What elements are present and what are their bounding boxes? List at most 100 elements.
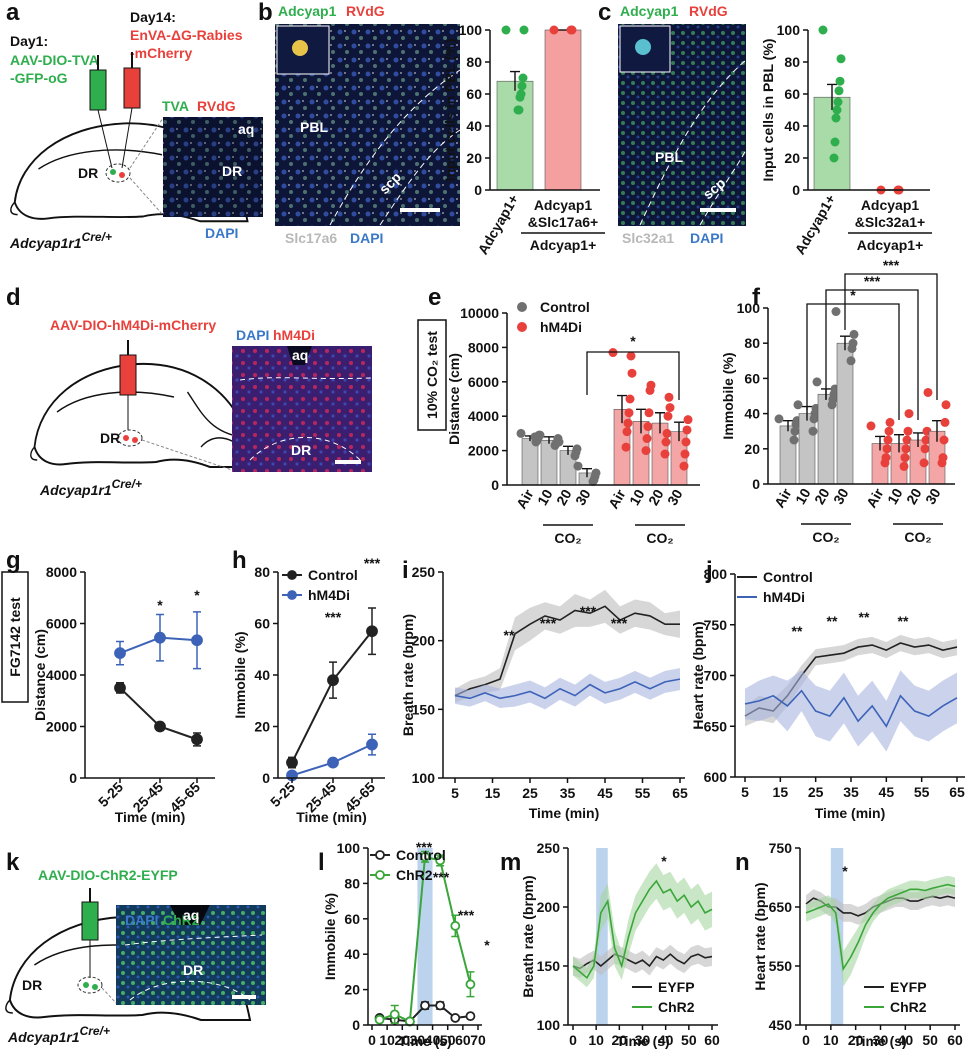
- data-point: [884, 426, 894, 436]
- label: AAV-DIO-hM4Di-mCherry: [50, 317, 216, 333]
- label: DAPI: [205, 225, 238, 241]
- y-tick-label: 100: [412, 770, 436, 786]
- data-point: [660, 449, 670, 459]
- y-tick-label: 100: [459, 22, 483, 38]
- label: Adcyap1r1: [7, 1029, 80, 1045]
- annotation: ***: [325, 609, 342, 625]
- data-point: [809, 414, 819, 424]
- y-tick-label: 100: [337, 840, 361, 856]
- cell: [83, 982, 89, 988]
- x-tick-label: 20: [612, 1032, 628, 1048]
- label: EnVA-ΔG-Rabies: [130, 27, 243, 43]
- legend-label: hM4Di: [308, 587, 350, 603]
- data-point: [435, 1000, 446, 1011]
- panel-letter: j: [705, 557, 713, 584]
- x-tick-label: 30: [922, 485, 944, 507]
- panel-letter: e: [428, 284, 441, 311]
- group-label: CO₂: [904, 529, 931, 545]
- y-tick-label: 750: [769, 840, 793, 856]
- x-tick-label: 30: [830, 485, 852, 507]
- annotation: *: [157, 597, 163, 613]
- y-tick-label: 20: [744, 441, 760, 457]
- label: Adcyap1r1: [9, 235, 82, 251]
- data-point: [903, 426, 913, 436]
- data-point: [516, 428, 526, 438]
- x-tick-label: Adcyap1: [534, 197, 593, 213]
- x-tick-label: 60: [704, 1032, 720, 1048]
- aqueduct: [170, 905, 210, 925]
- x-tick-label: 20: [645, 486, 667, 508]
- data-point: [570, 451, 580, 461]
- x-tick-label: 5: [741, 784, 749, 800]
- x-tick-label: 10: [823, 1032, 839, 1048]
- y-tick-label: 4000: [46, 667, 77, 683]
- x-tick-label: 20: [394, 1032, 410, 1048]
- data-point: [830, 137, 840, 147]
- data-point: [366, 625, 378, 638]
- line: [454, 605, 680, 697]
- y-tick-label: 40: [784, 118, 800, 134]
- data-point: [627, 368, 637, 378]
- panel-a: a Day1: AAV-DIO-TVA -GFP-oG Day14: EnVA-…: [6, 0, 263, 251]
- x-axis-title: Time (s): [616, 1033, 669, 1049]
- x-tick-label: 20: [903, 485, 925, 507]
- y-tick-label: 200: [537, 899, 561, 915]
- y-axis-title: Breath rate (brpm): [400, 614, 416, 736]
- error-bar: [827, 83, 837, 110]
- data-point: [549, 25, 559, 35]
- annotation: ***: [540, 615, 557, 631]
- x-axis-title: Time (s): [853, 1033, 906, 1049]
- x-axis-title: Time (min): [815, 805, 886, 821]
- y-tick-label: 8000: [468, 339, 499, 355]
- y-axis-title: Distance (cm): [32, 629, 48, 721]
- data-point: [327, 674, 339, 687]
- data-point: [904, 409, 914, 419]
- data-point: [626, 351, 636, 361]
- label: aq: [238, 121, 254, 137]
- error-bar: [840, 335, 850, 351]
- data-point: [623, 418, 633, 428]
- significance-bracket: [806, 303, 900, 420]
- data-point: [682, 425, 692, 435]
- legend-label: hM4Di: [540, 319, 582, 335]
- annotation: *: [484, 937, 490, 953]
- y-tick-label: 750: [704, 617, 728, 633]
- data-point: [519, 25, 529, 35]
- data-point: [450, 920, 461, 931]
- genotype: Adcyap1r1Cre/+: [39, 477, 142, 498]
- data-point: [625, 394, 635, 404]
- significance-bracket: [844, 273, 938, 400]
- scale-bar: [700, 208, 736, 212]
- y-tick-label: 6000: [468, 374, 499, 390]
- side-box: [1, 571, 29, 703]
- label: DR: [100, 430, 120, 446]
- x-tick-label: 10: [792, 485, 814, 507]
- panel-letter: d: [6, 284, 21, 311]
- legend-label: ChR2: [396, 867, 433, 883]
- error-bar: [932, 419, 942, 442]
- y-tick-label: 200: [412, 633, 436, 649]
- label: DR: [222, 163, 242, 179]
- panel-letter: b: [258, 0, 273, 26]
- y-axis-title: Input cells in PBL (%): [760, 39, 776, 182]
- cell: [119, 172, 125, 178]
- x-tick-label: 65: [949, 784, 965, 800]
- data-point: [114, 647, 126, 660]
- y-tick-label: 80: [254, 564, 270, 580]
- genotype: Adcyap1r1Cre/+: [7, 1024, 110, 1045]
- data-point: [518, 73, 528, 83]
- panel-letter: f: [752, 284, 761, 311]
- data-point: [420, 851, 430, 862]
- x-tick-label: 35: [560, 785, 576, 801]
- panel-letter: h: [232, 547, 247, 574]
- x-tick-label: Adcyap1+: [474, 192, 521, 258]
- panel-letter: k: [6, 849, 20, 876]
- label: Cre/+: [82, 230, 112, 244]
- panel-letter: n: [735, 849, 750, 876]
- y-tick-label: 0: [491, 477, 499, 493]
- data-point: [641, 446, 651, 456]
- error-band: [806, 875, 955, 987]
- y-tick-label: 250: [537, 840, 561, 856]
- label: DAPI: [350, 230, 383, 246]
- data-point: [515, 92, 525, 102]
